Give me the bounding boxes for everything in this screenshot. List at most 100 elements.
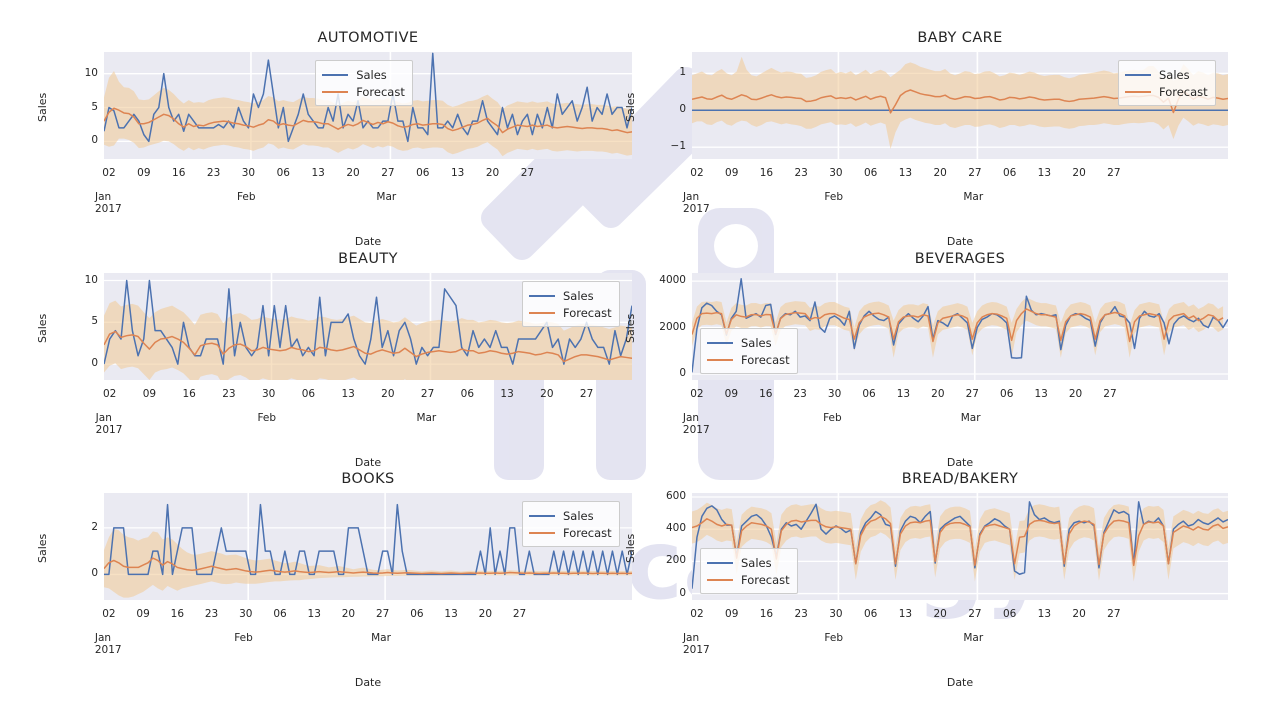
legend-item-forecast[interactable]: Forecast — [322, 83, 405, 100]
confidence-interval-band — [104, 529, 632, 598]
legend-swatch-forecast-icon — [707, 578, 733, 581]
x-tick-label: 13 — [311, 167, 325, 179]
x-tick-label: 27 — [1103, 388, 1117, 400]
x-tick-label: 20 — [341, 608, 356, 620]
x-tick-label: 06 — [273, 608, 287, 620]
chart-title-automotive: AUTOMOTIVE — [317, 30, 419, 46]
x-tick-label: 23 — [222, 388, 236, 400]
x-tick-label: 20 — [1068, 388, 1083, 400]
x-month-label: Jan 2017 — [94, 191, 122, 215]
x-tick-label: 27 — [381, 167, 395, 179]
x-tick-label: 02 — [102, 167, 116, 179]
x-tick-label: 02 — [102, 608, 116, 620]
chart-title-baby-care: BABY CARE — [917, 30, 1003, 46]
confidence-interval-band — [692, 500, 1228, 582]
x-tick-label: 30 — [829, 608, 843, 620]
y-tick-label: 5 — [91, 100, 98, 113]
legend-item-sales[interactable]: Sales — [707, 554, 790, 571]
x-tick-label: 13 — [307, 608, 321, 620]
x-tick-label: 30 — [239, 608, 253, 620]
y-tick-label: 0 — [679, 586, 686, 599]
y-tick-label: 600 — [665, 490, 686, 503]
x-tick-label: 06 — [1002, 167, 1017, 179]
legend-label: Forecast — [563, 525, 612, 540]
x-tick-label: 27 — [579, 388, 594, 400]
x-tick-label: 20 — [1072, 608, 1086, 620]
y-tick-label: 10 — [84, 273, 98, 286]
confidence-interval-band — [692, 297, 1224, 358]
x-tick-label: 06 — [1002, 608, 1017, 620]
legend-item-forecast[interactable]: Forecast — [1125, 83, 1208, 100]
x-month-label: Feb — [257, 412, 277, 424]
legend-item-sales[interactable]: Sales — [529, 287, 612, 304]
x-tick-label: 06 — [863, 608, 878, 620]
x-tick-label: 13 — [450, 167, 465, 179]
x-month-label: Jan 2017 — [94, 632, 122, 656]
x-tick-label: 09 — [142, 388, 157, 400]
x-tick-label: 23 — [794, 608, 808, 620]
chart-legend-automotive[interactable]: Sales Forecast — [315, 60, 413, 106]
legend-swatch-sales-icon — [1125, 73, 1151, 76]
x-tick-label: 02 — [690, 608, 704, 620]
legend-label: Sales — [1159, 67, 1190, 82]
chart-legend-baby-care[interactable]: Sales Forecast — [1118, 60, 1216, 106]
x-axis-label: Date — [946, 676, 974, 689]
chart-legend-books[interactable]: Sales Forecast — [522, 501, 620, 547]
legend-label: Forecast — [356, 84, 405, 99]
chart-legend-bread-bakery[interactable]: Sales Forecast — [700, 548, 798, 594]
legend-item-sales[interactable]: Sales — [1125, 66, 1208, 83]
y-axis-label: Sales — [624, 533, 637, 563]
legend-item-sales[interactable]: Sales — [529, 507, 612, 524]
x-tick-label: 16 — [170, 608, 185, 620]
x-tick-label: 13 — [898, 608, 913, 620]
x-tick-label: 27 — [512, 608, 527, 620]
legend-swatch-forecast-icon — [1125, 90, 1151, 93]
x-tick-label: 20 — [346, 167, 360, 179]
x-month-label: Mar — [963, 191, 984, 203]
chart-title-books: BOOKS — [341, 471, 395, 487]
x-tick-label: 27 — [1107, 608, 1121, 620]
x-month-label: Mar — [371, 632, 391, 644]
x-month-label: Feb — [824, 191, 843, 203]
confidence-interval-band — [692, 56, 1228, 150]
chart-title-beverages: BEVERAGES — [914, 251, 1006, 267]
y-tick-label: 5 — [91, 315, 98, 328]
x-tick-label: 27 — [968, 608, 982, 620]
legend-item-forecast[interactable]: Forecast — [707, 571, 790, 588]
series-line-forecast — [104, 557, 632, 575]
series-line-forecast — [692, 515, 1228, 567]
legend-item-forecast[interactable]: Forecast — [529, 524, 612, 541]
x-tick-label: 13 — [898, 167, 913, 179]
x-tick-label: 23 — [204, 608, 219, 620]
legend-item-sales[interactable]: Sales — [322, 66, 405, 83]
x-tick-label: 02 — [102, 388, 117, 400]
x-axis-label: Date — [354, 456, 382, 469]
x-month-label: Mar — [416, 412, 437, 424]
x-tick-label: 06 — [301, 388, 316, 400]
y-tick-label: 4000 — [659, 274, 686, 287]
y-tick-label: 400 — [665, 522, 686, 535]
x-tick-label: 06 — [1000, 388, 1014, 400]
x-tick-label: 06 — [460, 388, 475, 400]
x-axis-label: Date — [354, 235, 382, 248]
legend-label: Sales — [563, 508, 594, 523]
x-tick-label: 20 — [933, 608, 947, 620]
x-tick-label: 27 — [965, 388, 979, 400]
x-month-label: Feb — [823, 412, 842, 424]
x-tick-label: 16 — [759, 167, 774, 179]
x-month-label: Feb — [236, 191, 256, 203]
legend-swatch-forecast-icon — [529, 531, 555, 534]
x-tick-label: 06 — [276, 167, 290, 179]
x-tick-label: 27 — [420, 388, 435, 400]
legend-label: Forecast — [741, 572, 790, 587]
series-line-sales — [692, 501, 1228, 589]
y-tick-label: 0 — [679, 366, 686, 379]
y-tick-label: 2000 — [659, 320, 686, 333]
x-month-label: Mar — [376, 191, 397, 203]
x-tick-label: 23 — [793, 388, 807, 400]
y-tick-label: 0 — [91, 567, 98, 580]
x-month-label: Jan 2017 — [95, 412, 123, 436]
x-tick-label: 30 — [241, 167, 256, 179]
